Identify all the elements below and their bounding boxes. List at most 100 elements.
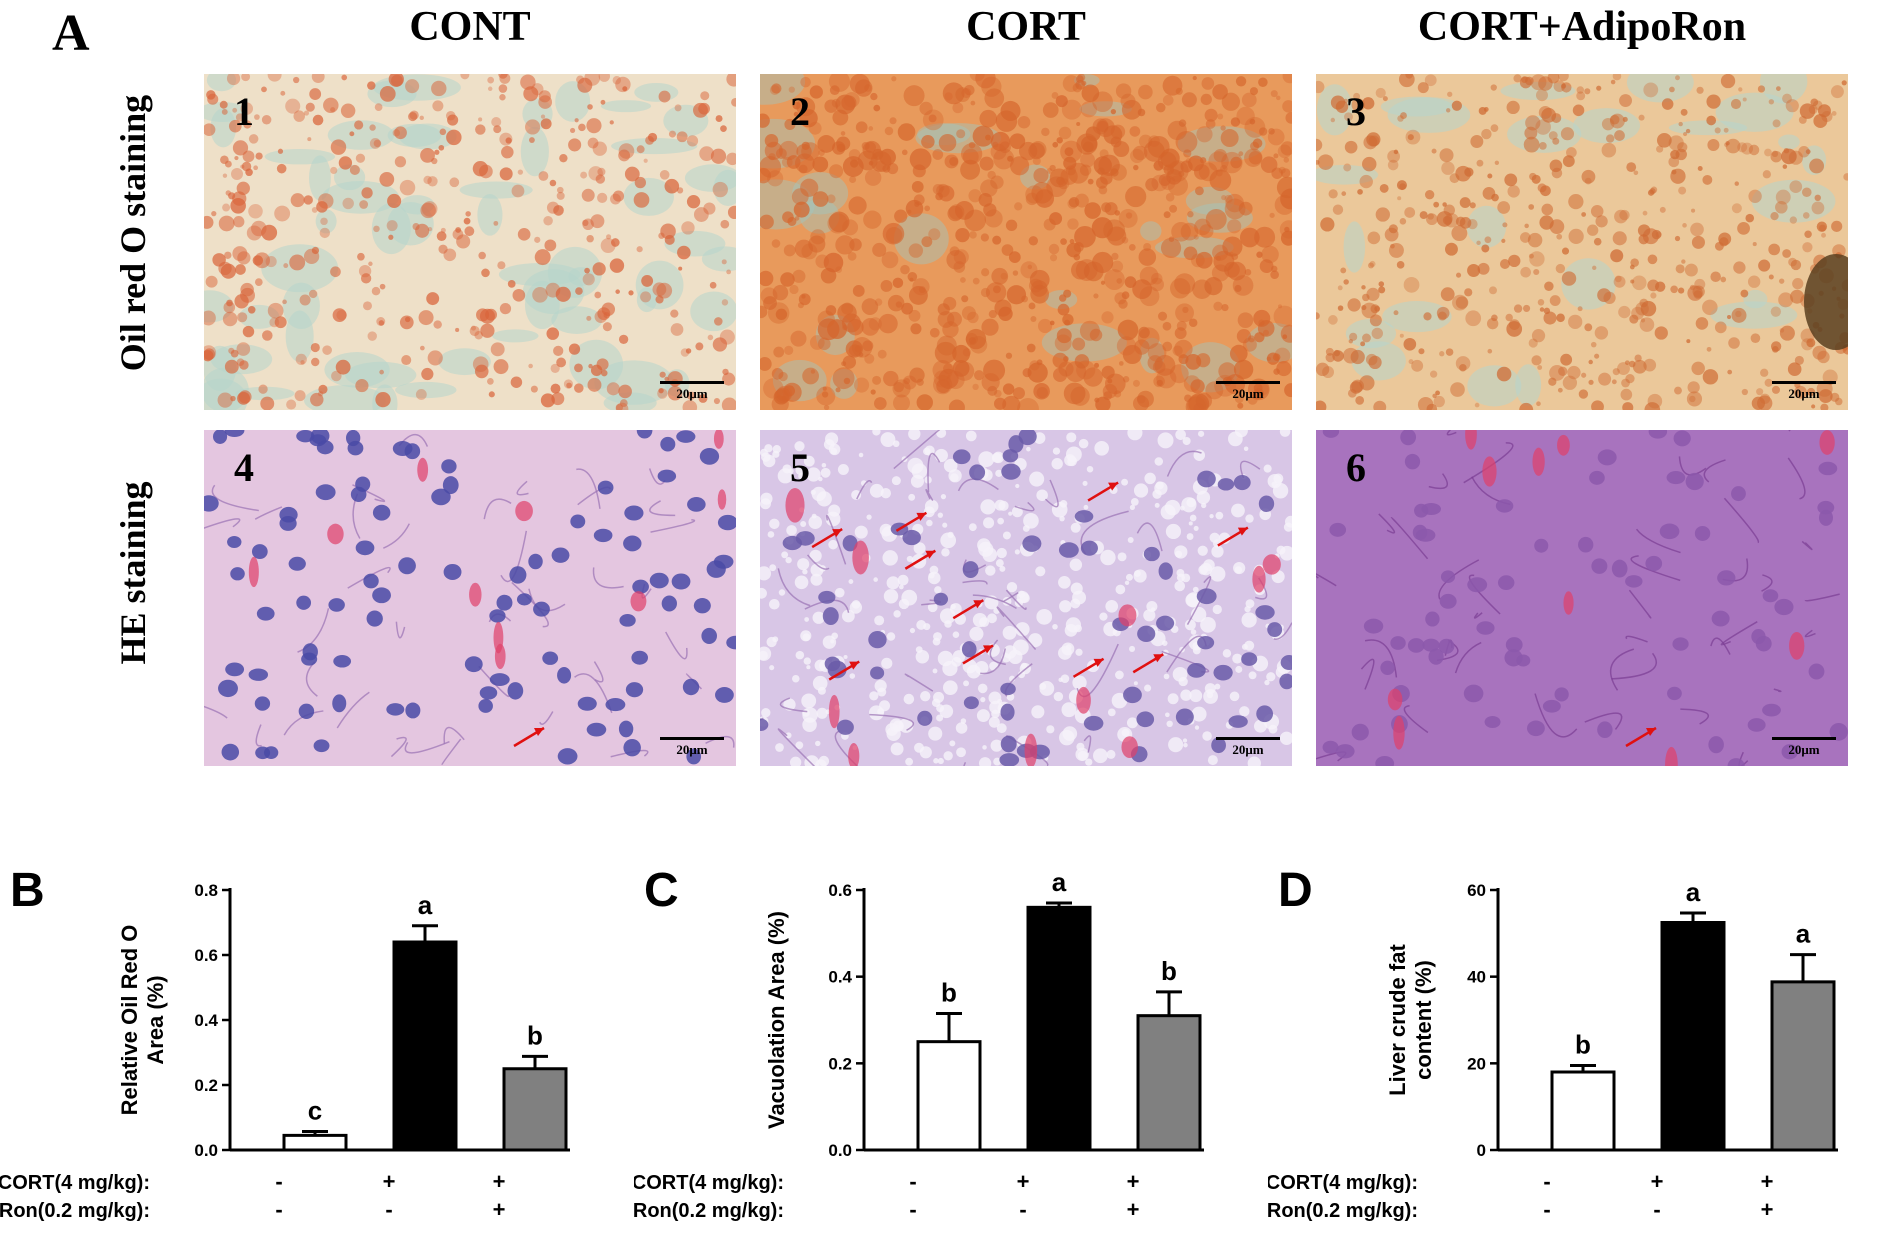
y-axis-label: Vacuolation Area (%) — [764, 911, 789, 1129]
image-number: 6 — [1346, 445, 1366, 490]
y-tick-label: 20 — [1467, 1054, 1486, 1073]
row-label-oil-red-o: Oil red O staining — [113, 94, 153, 372]
column-title-cont: CONT — [409, 4, 531, 50]
y-axis-label: content (%) — [1411, 960, 1436, 1080]
y-tick-label: 0.6 — [194, 946, 218, 965]
y-tick-label: 0.2 — [828, 1054, 852, 1073]
adiporon-row-label: AdipoRon(0.2 mg/kg): — [1268, 1200, 1418, 1222]
bar-chart-c: C 0.0 0.2 0.4 0.6 Vacuolation Area (%) b - - a + - b… — [576, 864, 1204, 1222]
y-tick-label: 60 — [1467, 881, 1486, 900]
y-tick-label: 40 — [1467, 968, 1486, 987]
chart-d: D 0 20 40 60 Liver crude fat content (%) b - - a + -… — [1210, 860, 1902, 1230]
panel-label: B — [10, 864, 45, 917]
y-tick-label: 0.0 — [194, 1141, 218, 1160]
error-bar — [1156, 990, 1182, 1016]
adiporon-sign: - — [1019, 1197, 1026, 1222]
micrograph-texture — [204, 430, 736, 766]
cort-sign: - — [1543, 1169, 1550, 1194]
bar — [392, 940, 458, 1152]
significance-letter: b — [941, 978, 957, 1008]
row-label-he: HE staining — [113, 481, 153, 665]
y-axis-label: Liver crude fat — [1385, 944, 1410, 1096]
error-bar — [412, 924, 438, 942]
significance-letter: a — [1796, 919, 1811, 949]
micrograph-1: 1 20μm — [204, 74, 736, 410]
scale-bar: 20μm — [1216, 737, 1280, 758]
image-number: 3 — [1346, 89, 1366, 134]
cort-sign: - — [909, 1169, 916, 1194]
error-bar — [1046, 901, 1072, 908]
micrograph-2: 2 20μm — [760, 74, 1292, 410]
chart-b: B 0.0 0.2 0.4 0.6 0.8 Relative Oil Red O Area (… — [0, 860, 634, 1230]
y-tick-label: 0.4 — [194, 1011, 218, 1030]
micrograph-texture — [204, 74, 736, 410]
error-bar — [302, 1129, 328, 1136]
column-title-cort: CORT — [966, 4, 1086, 50]
adiporon-sign: - — [1543, 1197, 1550, 1222]
bar-chart-d: D 0 20 40 60 Liver crude fat content (%) b - - a + -… — [1210, 864, 1838, 1222]
image-number: 2 — [790, 89, 810, 134]
bar-chart-b: B 0.0 0.2 0.4 0.6 0.8 Relative Oil Red O Area (… — [0, 864, 570, 1222]
bar — [916, 1040, 982, 1152]
panel-label: D — [1278, 864, 1313, 917]
bar — [282, 1133, 348, 1152]
cort-sign: + — [383, 1169, 396, 1194]
bar — [1136, 1014, 1202, 1152]
significance-letter: b — [1575, 1030, 1591, 1060]
adiporon-sign: - — [385, 1197, 392, 1222]
bar — [1770, 980, 1836, 1152]
error-bar — [522, 1054, 548, 1069]
micrograph-texture — [760, 430, 1292, 766]
adiporon-sign: - — [1653, 1197, 1660, 1222]
y-axis-label: Relative Oil Red O — [117, 925, 142, 1116]
micrograph-4: 4 20μm — [204, 430, 736, 766]
panel-label: C — [644, 864, 679, 917]
panel-a-label: A — [52, 5, 90, 62]
cort-sign: + — [1651, 1169, 1664, 1194]
y-axis-label: Area (%) — [143, 975, 168, 1064]
image-number: 4 — [234, 445, 254, 490]
cort-row-label: CORT(4 mg/kg): — [634, 1172, 784, 1194]
image-number: 5 — [790, 445, 810, 490]
adiporon-sign: - — [275, 1197, 282, 1222]
scale-bar: 20μm — [1216, 381, 1280, 402]
y-tick-label: 0.8 — [194, 881, 218, 900]
cort-sign: + — [1017, 1169, 1030, 1194]
scale-bar: 20μm — [1772, 737, 1836, 758]
cort-sign: - — [275, 1169, 282, 1194]
significance-letter: b — [1161, 956, 1177, 986]
adiporon-row-label: AdipoRon(0.2 mg/kg): — [0, 1200, 150, 1222]
y-tick-label: 0.2 — [194, 1076, 218, 1095]
significance-letter: a — [1686, 877, 1701, 907]
scale-bar: 20μm — [660, 381, 724, 402]
y-tick-label: 0 — [1477, 1141, 1486, 1160]
chart-c: C 0.0 0.2 0.4 0.6 Vacuolation Area (%) b - - a + - b… — [576, 860, 1268, 1230]
cort-sign: + — [1127, 1169, 1140, 1194]
adiporon-sign: - — [909, 1197, 916, 1222]
adiporon-sign: + — [1127, 1197, 1140, 1222]
significance-letter: b — [527, 1020, 543, 1050]
scale-bar: 20μm — [1772, 381, 1836, 402]
adiporon-row-label: AdipoRon(0.2 mg/kg): — [634, 1200, 784, 1222]
error-bar — [1570, 1064, 1596, 1072]
error-bar — [1790, 953, 1816, 982]
adiporon-sign: + — [493, 1197, 506, 1222]
micrograph-texture — [1316, 74, 1848, 410]
bar — [1026, 905, 1092, 1152]
adiporon-sign: + — [1761, 1197, 1774, 1222]
micrograph-3: 3 20μm — [1316, 74, 1848, 410]
bar — [1550, 1070, 1616, 1152]
cort-row-label: CORT(4 mg/kg): — [0, 1172, 150, 1194]
significance-letter: c — [308, 1095, 322, 1125]
y-tick-label: 0.4 — [828, 968, 852, 987]
micrograph-texture — [1316, 430, 1848, 766]
significance-letter: a — [418, 890, 433, 920]
micrograph-texture — [760, 74, 1292, 410]
error-bar — [1680, 911, 1706, 923]
column-title-cort-adiporon: CORT+AdipoRon — [1417, 4, 1747, 50]
cort-row-label: CORT(4 mg/kg): — [1268, 1172, 1418, 1194]
bar — [1660, 921, 1726, 1152]
error-bar — [936, 1012, 962, 1042]
micrograph-6: 6 20μm — [1316, 430, 1848, 766]
micrograph-5: 5 20μm — [760, 430, 1292, 766]
